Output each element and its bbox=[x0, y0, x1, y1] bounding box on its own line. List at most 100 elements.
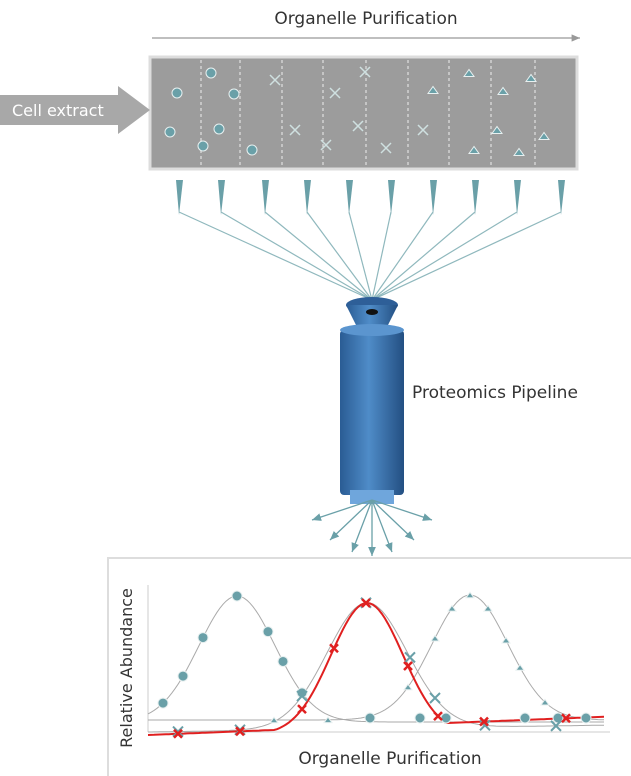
tube-tip bbox=[388, 180, 395, 215]
cross-symbol bbox=[289, 124, 301, 136]
cross-symbol bbox=[479, 716, 489, 727]
triangle-symbol bbox=[513, 147, 525, 156]
circle-symbol bbox=[213, 123, 225, 135]
pipeline-cylinder bbox=[340, 330, 404, 495]
tube-tip bbox=[218, 180, 225, 215]
circle-symbol bbox=[364, 712, 376, 724]
cross-symbol bbox=[329, 643, 339, 654]
output-arrow bbox=[371, 499, 433, 521]
cross-symbol bbox=[320, 139, 332, 151]
profile-curve bbox=[148, 602, 604, 733]
cross-symbol bbox=[561, 713, 571, 724]
cylinder-top bbox=[340, 324, 404, 336]
output-arrow bbox=[351, 499, 373, 553]
cross-symbol bbox=[361, 598, 371, 608]
output-arrows bbox=[311, 499, 433, 556]
circle-symbol bbox=[246, 144, 258, 156]
cross-symbol bbox=[550, 720, 562, 732]
funnel-hole bbox=[366, 309, 378, 315]
circle-symbol bbox=[519, 712, 531, 724]
output-arrow bbox=[329, 499, 373, 541]
profile-curve bbox=[148, 594, 605, 721]
circle-symbol bbox=[231, 590, 243, 602]
cross-symbol bbox=[429, 692, 441, 704]
triangle-symbol bbox=[497, 86, 509, 95]
triangle-symbol bbox=[468, 145, 480, 154]
cross-symbol bbox=[403, 661, 413, 671]
circle-symbol bbox=[197, 632, 209, 644]
tube-line bbox=[371, 211, 434, 301]
tube-line bbox=[371, 211, 392, 301]
tube-tip bbox=[262, 180, 269, 215]
tube-tip bbox=[304, 180, 311, 215]
circle-symbol bbox=[164, 126, 176, 138]
cross-symbol bbox=[352, 120, 364, 132]
profile-plot bbox=[147, 590, 605, 739]
triangle-symbol bbox=[323, 716, 333, 724]
circle-symbol bbox=[228, 88, 240, 100]
cross-symbol bbox=[269, 74, 281, 86]
circle-symbol bbox=[414, 712, 426, 724]
tube-tip bbox=[558, 180, 565, 215]
circle-symbol bbox=[197, 140, 209, 152]
x-label: Organelle Purification bbox=[298, 749, 481, 769]
circle-symbol bbox=[262, 626, 274, 638]
tube-tip bbox=[430, 180, 437, 215]
triangle-symbol bbox=[538, 131, 550, 140]
cross-symbol bbox=[296, 690, 308, 702]
tube-line bbox=[348, 211, 373, 301]
cross-symbol bbox=[433, 711, 443, 722]
triangle-symbol bbox=[465, 591, 475, 599]
cross-symbol bbox=[359, 66, 371, 78]
fraction-lines bbox=[176, 180, 565, 301]
cross-symbol bbox=[404, 651, 416, 664]
pipeline-label: Proteomics Pipeline bbox=[412, 383, 578, 403]
input-label: Cell extract bbox=[12, 101, 104, 120]
fraction-box bbox=[148, 55, 579, 171]
tube-line bbox=[306, 211, 373, 301]
circle-symbol bbox=[580, 712, 592, 724]
circle-symbol bbox=[440, 712, 452, 724]
circle-symbol bbox=[205, 67, 217, 79]
input-arrow bbox=[0, 86, 150, 134]
output-arrow bbox=[371, 499, 393, 553]
triangle-symbol bbox=[483, 604, 493, 612]
cross-symbol bbox=[173, 728, 183, 739]
tube-tip bbox=[346, 180, 353, 215]
triangle-symbol bbox=[525, 73, 537, 82]
triangle-symbol bbox=[491, 125, 503, 134]
triangle-symbol bbox=[403, 683, 413, 691]
cross-symbol bbox=[297, 704, 307, 715]
triangle-symbol bbox=[515, 663, 525, 671]
tube-line bbox=[178, 211, 373, 301]
output-arrow bbox=[371, 499, 415, 541]
circle-symbol bbox=[157, 697, 169, 709]
tube-line bbox=[220, 211, 373, 301]
triangle-symbol bbox=[463, 68, 475, 77]
y-label: Relative Abundance bbox=[117, 588, 136, 748]
cross-symbol bbox=[479, 719, 491, 732]
triangle-symbol bbox=[501, 636, 511, 644]
cross-symbol bbox=[380, 142, 392, 154]
circle-symbol bbox=[277, 655, 289, 667]
tube-tip bbox=[514, 180, 521, 215]
tube-tip bbox=[176, 180, 183, 215]
title: Organelle Purification bbox=[274, 9, 457, 29]
output-arrow bbox=[311, 499, 373, 521]
triangle-symbol bbox=[269, 716, 279, 724]
cross-symbol bbox=[417, 124, 429, 136]
circle-symbol bbox=[296, 687, 308, 699]
triangle-symbol bbox=[430, 634, 440, 642]
tube-line bbox=[371, 211, 476, 301]
tube-line bbox=[371, 211, 562, 301]
cross-symbol bbox=[172, 725, 184, 738]
cylinder-base bbox=[350, 490, 394, 504]
triangle-symbol bbox=[427, 85, 439, 94]
tube-line bbox=[264, 211, 373, 301]
triangle-symbol bbox=[447, 604, 457, 612]
triangle-symbol bbox=[540, 698, 550, 706]
tube-line bbox=[371, 211, 518, 301]
circle-symbol bbox=[177, 670, 189, 682]
organelle-symbols bbox=[164, 66, 550, 156]
